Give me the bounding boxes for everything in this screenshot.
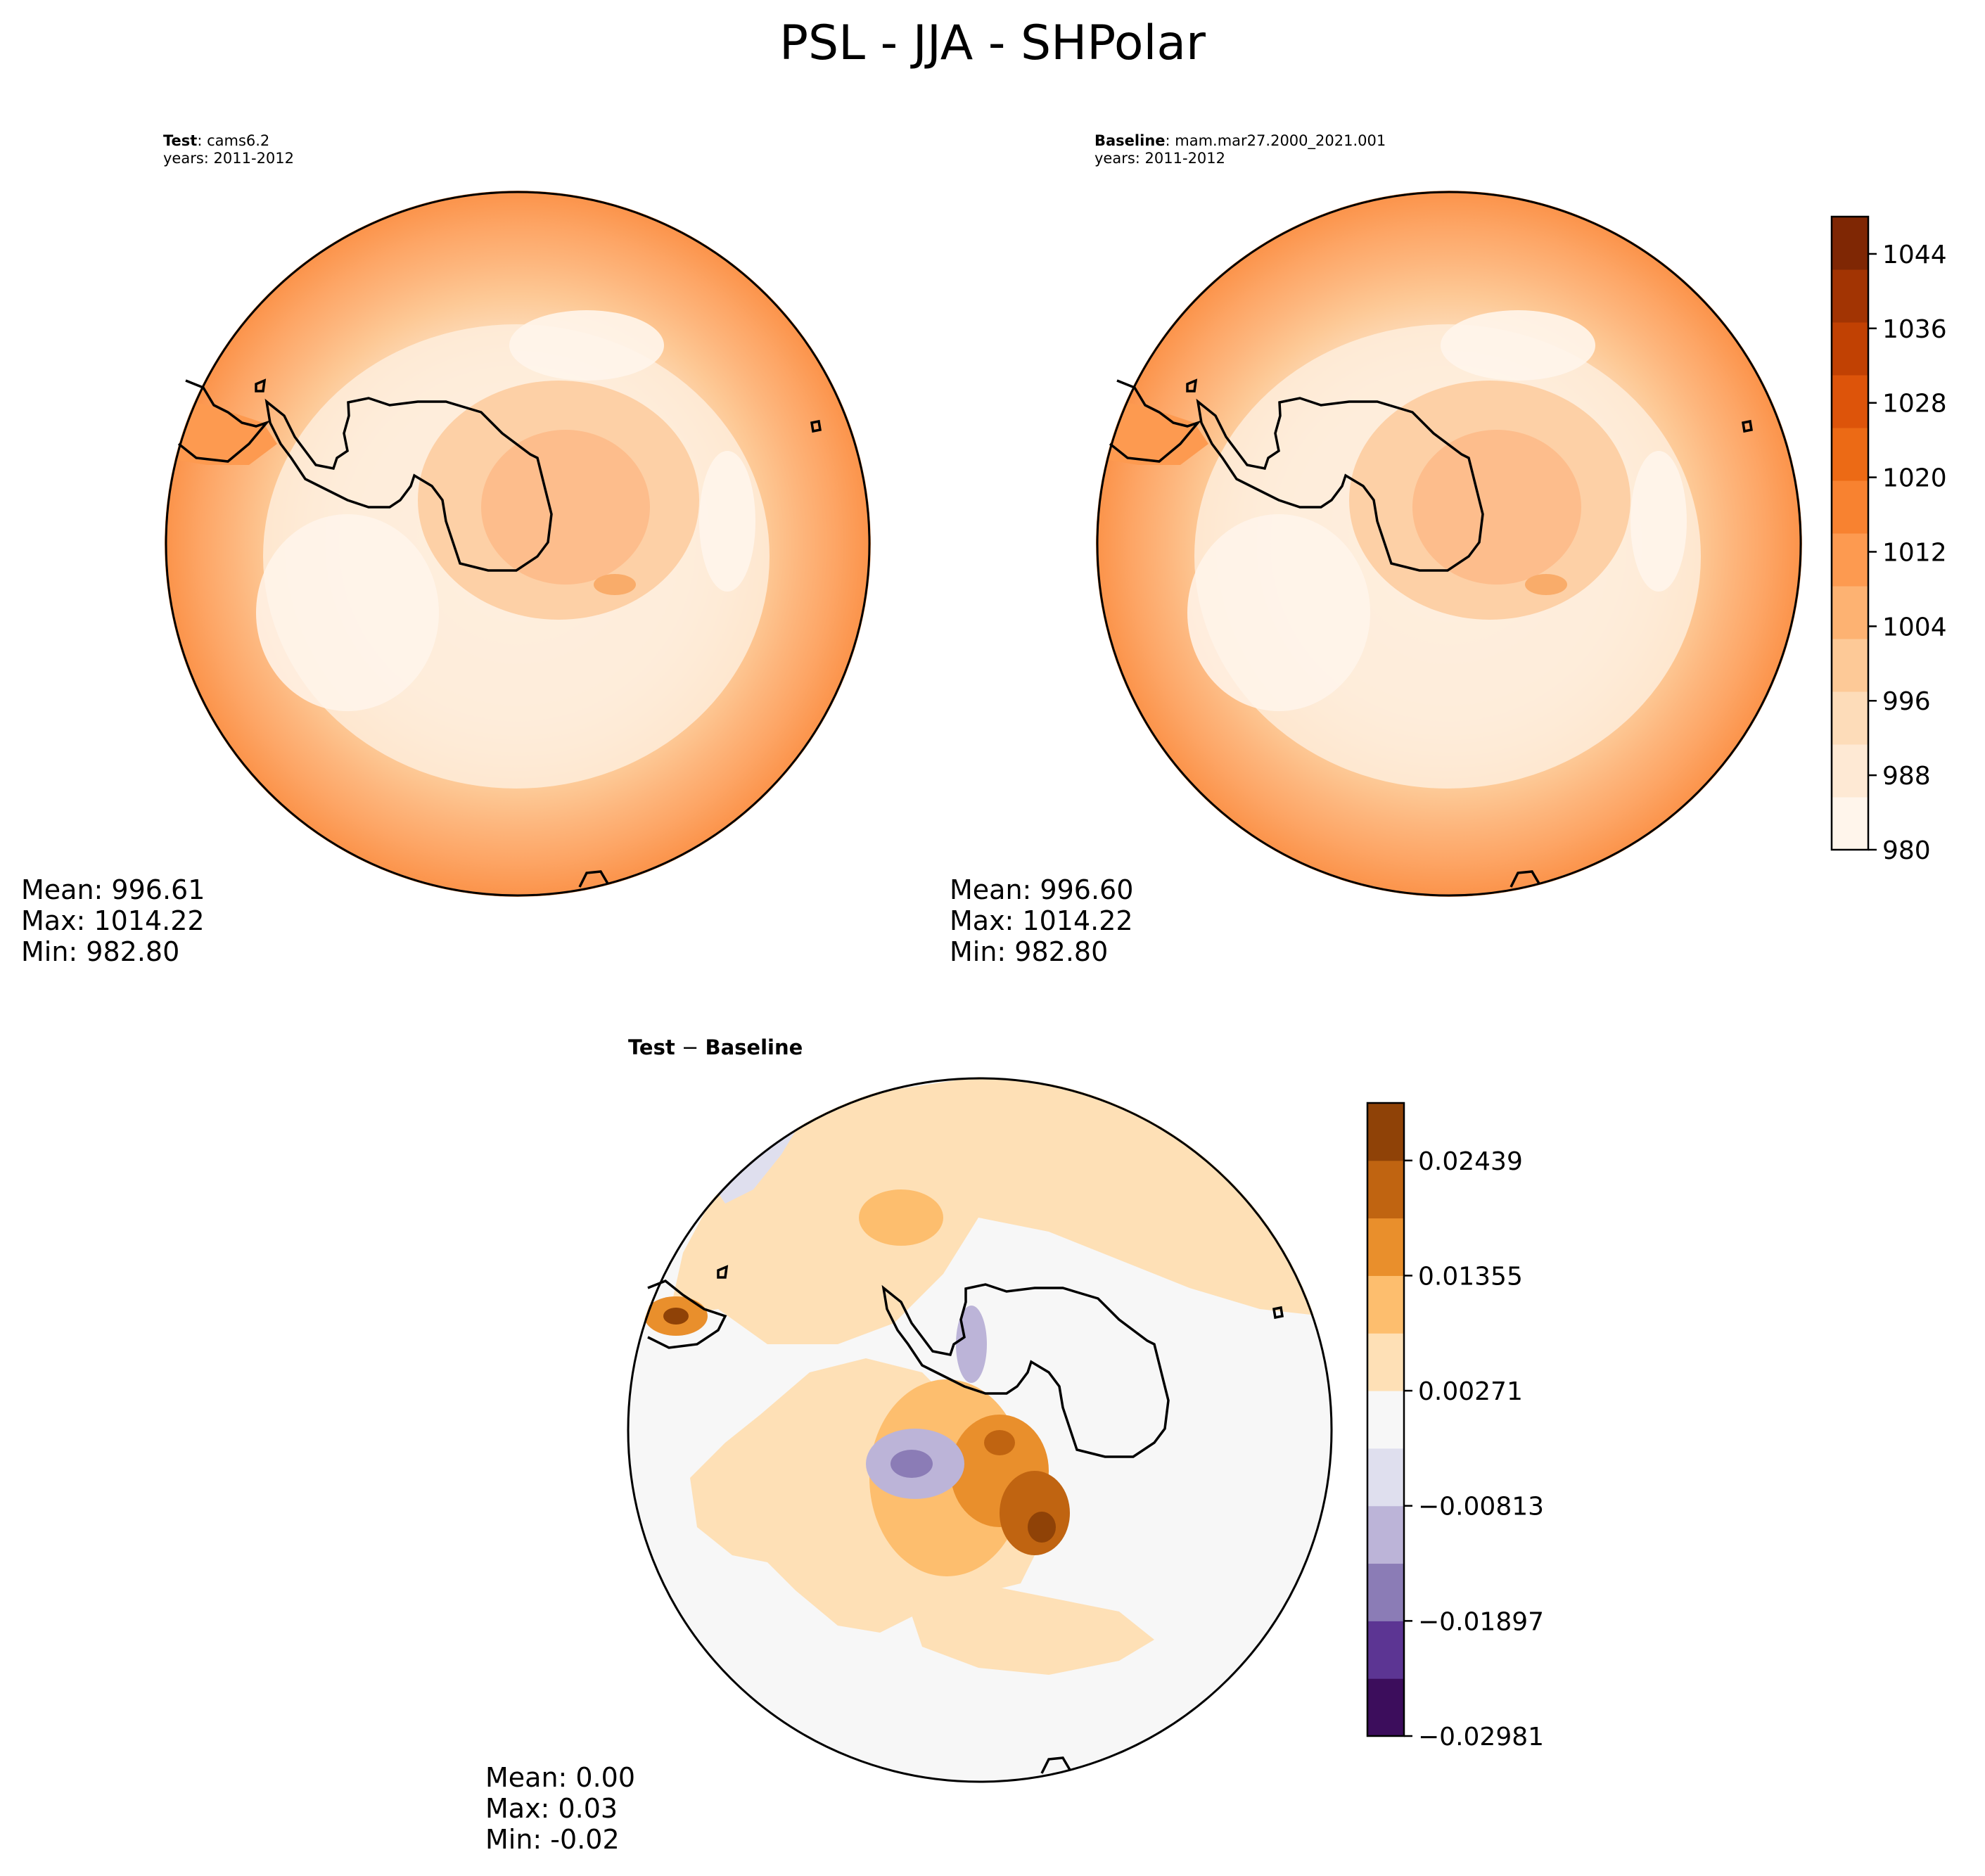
- test-contour-light-2: [699, 451, 755, 592]
- diff-label-baseline: Baseline: [705, 1035, 803, 1059]
- diff-positive-south: [908, 1583, 1154, 1675]
- diff-map-boundary: [627, 1077, 1333, 1783]
- psl-colorbar-segment: [1832, 375, 1868, 428]
- psl-colorbar-segment: [1832, 691, 1868, 745]
- baseline-coastlines: [1109, 378, 1754, 888]
- test-mean: Mean: 996.61: [21, 874, 205, 905]
- psl-colorbar-tick-label: 996: [1882, 687, 1931, 716]
- diff-colorbar-tick-label: −0.02981: [1418, 1723, 1544, 1751]
- baseline-antarctic-peak: [1525, 574, 1567, 595]
- baseline-years: years: 2011-2012: [1094, 150, 1226, 167]
- diff-negative-west-core: [891, 1450, 933, 1478]
- diff-colorbar-tick-label: 0.01355: [1418, 1262, 1523, 1291]
- baseline-south-america-high: [1096, 402, 1208, 465]
- diff-min: Min: -0.02: [485, 1824, 620, 1855]
- diff-negative-ridge: [956, 1306, 987, 1383]
- psl-colorbar-segment: [1832, 217, 1868, 270]
- baseline-antarctic-core: [1412, 430, 1581, 585]
- test-antarctic-peak: [594, 574, 636, 595]
- test-label: Test: [163, 132, 198, 149]
- psl-colorbar-segment: [1832, 744, 1868, 798]
- psl-colorbar-segment: [1832, 797, 1868, 850]
- diff-map: [627, 1077, 1333, 1783]
- psl-colorbar-tick-label: 1028: [1882, 390, 1947, 419]
- figure-title: PSL - JJA - SHPolar: [779, 15, 1206, 71]
- psl-colorbar-tick-label: 1020: [1882, 464, 1947, 493]
- test-years: years: 2011-2012: [163, 150, 295, 167]
- psl-colorbar-segment: [1832, 586, 1868, 639]
- test-south-america-high: [165, 402, 277, 465]
- test-antarctic-core: [481, 430, 650, 585]
- baseline-contour-light-3: [1187, 514, 1370, 711]
- diff-label-test: Test: [628, 1035, 675, 1059]
- diff-positive-dark-4: [984, 1430, 1015, 1455]
- baseline-map-boundary: [1096, 191, 1802, 897]
- diff-colorbar-tick-label: −0.00813: [1418, 1493, 1544, 1521]
- diff-positive-dark-3: [1028, 1512, 1056, 1543]
- diff-colorbar-segment: [1367, 1448, 1404, 1507]
- test-contour-light-3: [256, 514, 439, 711]
- diff-colorbar-segment: [1367, 1563, 1404, 1621]
- test-map: [165, 191, 871, 897]
- baseline-mean: Mean: 996.60: [950, 874, 1134, 905]
- diff-positive-orange: [859, 1189, 943, 1246]
- test-min: Min: 982.80: [21, 936, 180, 967]
- baseline-min: Min: 982.80: [950, 936, 1109, 967]
- diff-positive-north: [669, 1077, 1330, 1344]
- baseline-contour-light-2: [1630, 451, 1687, 592]
- psl-colorbar-tick-label: 988: [1882, 762, 1931, 791]
- diff-colorbar-segment: [1367, 1678, 1404, 1737]
- psl-colorbar-tick-label: 1044: [1882, 241, 1947, 269]
- diff-colorbar: −0.02981 −0.01897 −0.00813 0.00271 0.01355 0.…: [1366, 1102, 1544, 1751]
- diff-colorbar-frame: [1366, 1102, 1405, 1737]
- diff-panel-header: Test − Baseline: [628, 1035, 803, 1059]
- diff-label-sep: −: [675, 1035, 706, 1059]
- baseline-map: [1096, 191, 1802, 897]
- diff-colorbar-tick-label: 0.00271: [1418, 1377, 1523, 1406]
- test-map-boundary: [165, 191, 871, 897]
- diff-colorbar-segment: [1367, 1103, 1404, 1161]
- psl-colorbar-segment: [1832, 533, 1868, 587]
- diff-colorbar-segment: [1367, 1160, 1404, 1219]
- psl-colorbar-segment: [1832, 269, 1868, 323]
- diff-colorbar-segment: [1367, 1333, 1404, 1391]
- psl-colorbar-segment: [1832, 639, 1868, 692]
- baseline-max: Max: 1014.22: [950, 905, 1133, 936]
- psl-colorbar-segment: [1832, 322, 1868, 376]
- diff-positive-dark-2: [1000, 1471, 1070, 1555]
- diff-colorbar-tick-label: 0.02439: [1418, 1147, 1523, 1176]
- baseline-panel-header: Baseline: mam.mar27.2000_2021.001 years:…: [1094, 132, 1386, 167]
- test-contour-light: [509, 310, 664, 381]
- psl-colorbar: 980 988 996 1004 1012 1020 1028 1036 1044: [1830, 215, 1947, 865]
- baseline-stats: Mean: 996.60 Max: 1014.22 Min: 982.80: [950, 874, 1133, 967]
- diff-max: Max: 0.03: [485, 1793, 618, 1824]
- psl-colorbar-frame: [1830, 215, 1870, 851]
- diff-colorbar-segment: [1367, 1621, 1404, 1679]
- diff-colorbar-segment: [1367, 1391, 1404, 1449]
- diff-stats: Mean: 0.00 Max: 0.03 Min: -0.02: [485, 1762, 635, 1855]
- diff-colorbar-tick-label: −0.01897: [1418, 1607, 1544, 1636]
- test-coastlines: [177, 378, 822, 888]
- baseline-case-name: : mam.mar27.2000_2021.001: [1165, 132, 1386, 149]
- psl-colorbar-tick-label: 1012: [1882, 538, 1947, 567]
- psl-colorbar-tick-label: 1036: [1882, 315, 1947, 344]
- test-case-name: : cams6.2: [197, 132, 270, 149]
- psl-colorbar-segment: [1832, 480, 1868, 534]
- baseline-label: Baseline: [1094, 132, 1166, 149]
- test-max: Max: 1014.22: [21, 905, 205, 936]
- diff-south-america-peak-core: [663, 1308, 689, 1325]
- test-stats: Mean: 996.61 Max: 1014.22 Min: 982.80: [21, 874, 205, 967]
- psl-colorbar-tick-label: 980: [1882, 836, 1931, 865]
- diff-mean: Mean: 0.00: [485, 1762, 636, 1793]
- diff-colorbar-segment: [1367, 1218, 1404, 1276]
- test-panel-header: Test: cams6.2 years: 2011-2012: [163, 132, 294, 167]
- diff-coastlines: [647, 1265, 1284, 1774]
- psl-colorbar-segment: [1832, 428, 1868, 481]
- diff-colorbar-segment: [1367, 1505, 1404, 1564]
- diff-colorbar-segment: [1367, 1275, 1404, 1334]
- baseline-contour-light: [1441, 310, 1595, 381]
- psl-colorbar-tick-label: 1004: [1882, 613, 1947, 642]
